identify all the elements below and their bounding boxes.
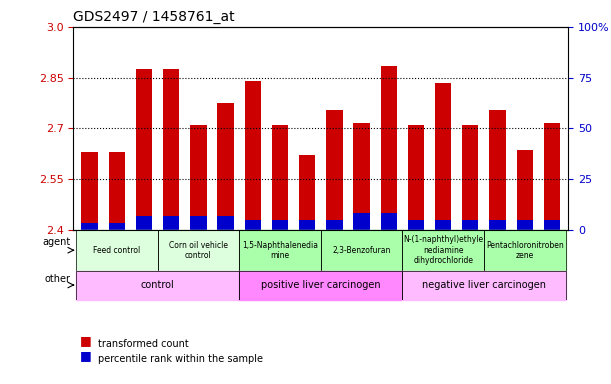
Bar <box>190 216 207 230</box>
Bar <box>244 220 261 230</box>
Text: Pentachloronitroben
zene: Pentachloronitroben zene <box>486 240 563 260</box>
Bar <box>136 216 152 230</box>
Text: transformed count: transformed count <box>98 339 189 349</box>
Text: N-(1-naphthyl)ethyle
nediamine
dihydrochloride: N-(1-naphthyl)ethyle nediamine dihydroch… <box>403 235 483 265</box>
Text: negative liver carcinogen: negative liver carcinogen <box>422 280 546 290</box>
Bar <box>272 220 288 230</box>
Text: ■: ■ <box>79 334 91 347</box>
Bar <box>435 220 452 230</box>
Bar <box>190 125 207 230</box>
Text: Corn oil vehicle
control: Corn oil vehicle control <box>169 240 228 260</box>
Bar <box>76 230 158 270</box>
Text: GDS2497 / 1458761_at: GDS2497 / 1458761_at <box>73 10 235 25</box>
Bar <box>109 152 125 230</box>
Bar <box>163 69 180 230</box>
Text: percentile rank within the sample: percentile rank within the sample <box>98 354 263 364</box>
Bar <box>516 220 533 230</box>
Bar <box>299 220 315 230</box>
Bar <box>408 220 424 230</box>
Bar <box>353 213 370 230</box>
Bar <box>381 213 397 230</box>
Bar <box>239 230 321 270</box>
Bar <box>403 270 566 300</box>
Text: other: other <box>45 274 71 284</box>
Bar <box>544 220 560 230</box>
Bar <box>353 123 370 230</box>
Bar <box>489 220 506 230</box>
Bar <box>544 123 560 230</box>
Bar <box>239 270 403 300</box>
Bar <box>299 156 315 230</box>
Bar <box>403 230 484 270</box>
Bar <box>109 223 125 230</box>
Bar <box>163 216 180 230</box>
Text: 2,3-Benzofuran: 2,3-Benzofuran <box>332 246 391 255</box>
Text: control: control <box>141 280 175 290</box>
Bar <box>462 125 478 230</box>
Bar <box>272 125 288 230</box>
Bar <box>81 223 98 230</box>
Text: positive liver carcinogen: positive liver carcinogen <box>261 280 381 290</box>
Bar <box>218 103 234 230</box>
Bar <box>136 69 152 230</box>
Text: 1,5-Naphthalenedia
mine: 1,5-Naphthalenedia mine <box>242 240 318 260</box>
Bar <box>484 230 566 270</box>
Bar <box>76 270 239 300</box>
Bar <box>408 125 424 230</box>
Bar <box>244 81 261 230</box>
Text: ■: ■ <box>79 349 91 362</box>
Bar <box>321 230 403 270</box>
Bar <box>81 152 98 230</box>
Bar <box>326 110 343 230</box>
Bar <box>489 110 506 230</box>
Bar <box>381 66 397 230</box>
Bar <box>462 220 478 230</box>
Bar <box>158 230 239 270</box>
Text: agent: agent <box>42 237 71 247</box>
Bar <box>435 83 452 230</box>
Text: Feed control: Feed control <box>93 246 141 255</box>
Bar <box>326 220 343 230</box>
Bar <box>516 151 533 230</box>
Bar <box>218 216 234 230</box>
